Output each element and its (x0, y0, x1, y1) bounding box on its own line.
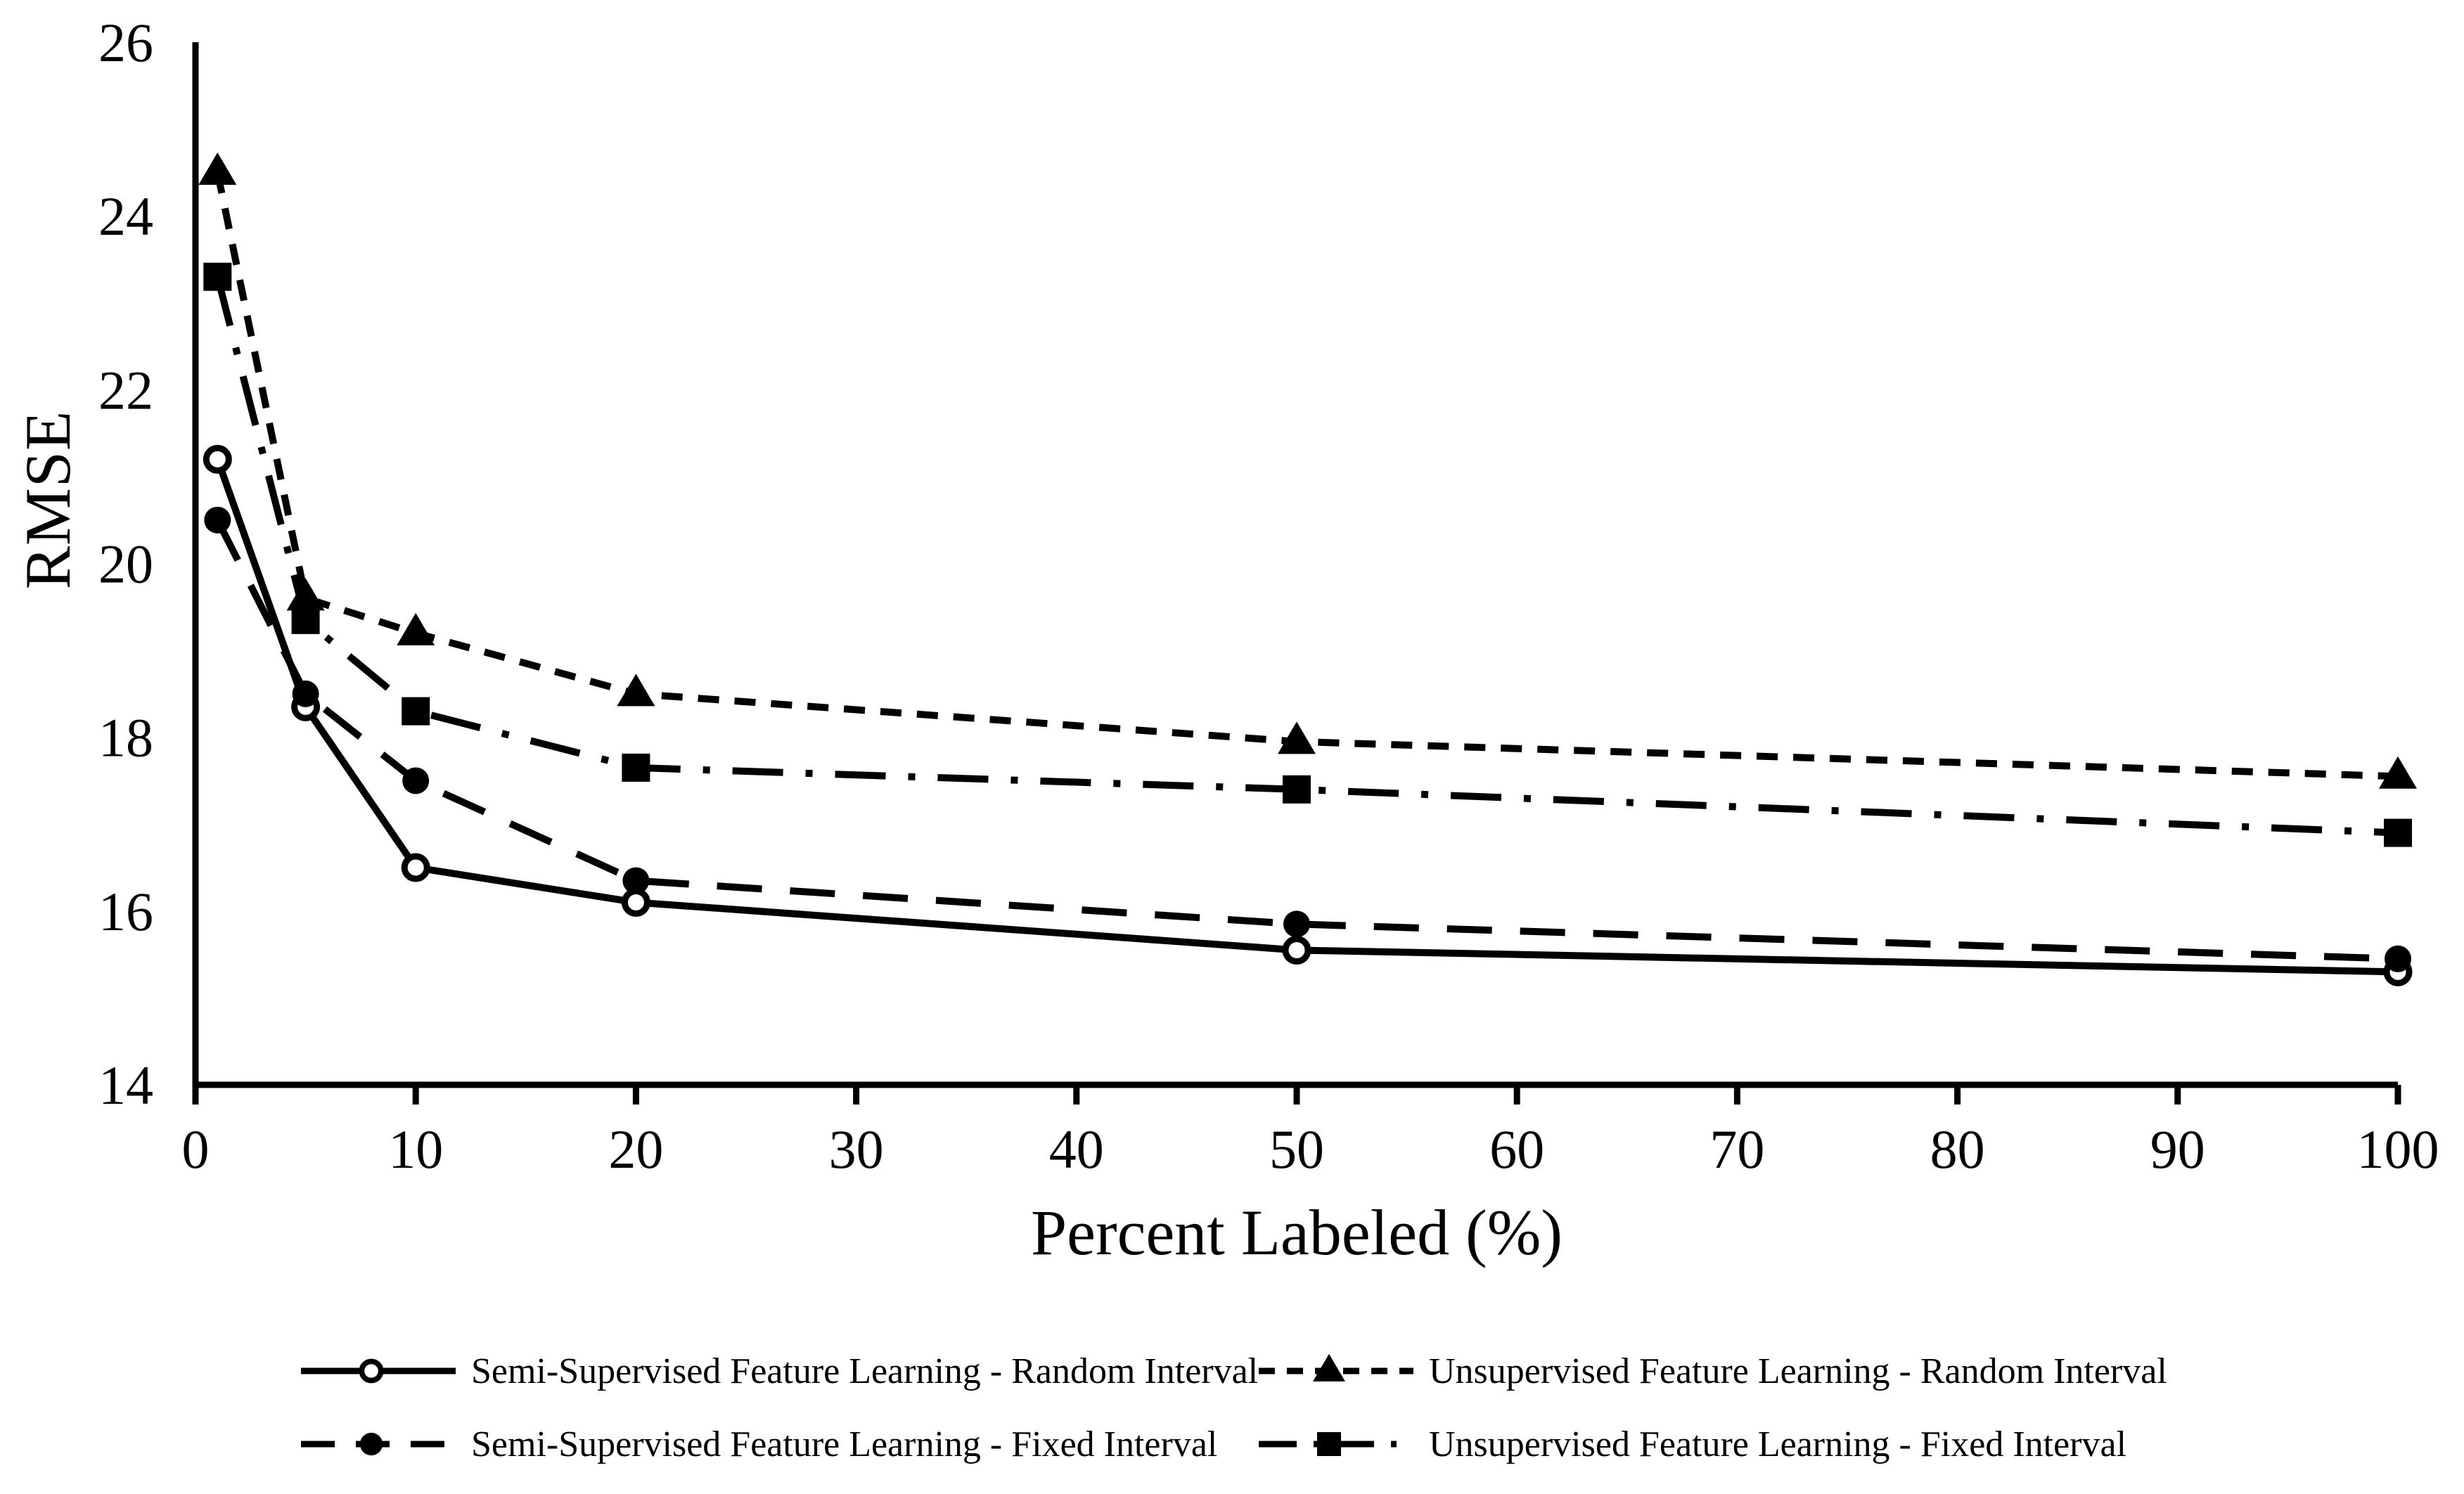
y-axis-title: RMSE (12, 410, 84, 590)
svg-text:100: 100 (2357, 1119, 2439, 1180)
svg-text:18: 18 (98, 707, 153, 768)
svg-text:0: 0 (182, 1119, 210, 1180)
svg-text:90: 90 (2150, 1119, 2205, 1180)
svg-text:20: 20 (608, 1119, 663, 1180)
svg-text:80: 80 (1930, 1119, 1985, 1180)
legend-key-semi-supervised-random (301, 1358, 456, 1384)
svg-text:60: 60 (1489, 1119, 1544, 1180)
legend-item-semi-supervised-random: Semi-Supervised Feature Learning - Rando… (301, 1348, 1258, 1393)
legend-label: Unsupervised Feature Learning - Random I… (1429, 1351, 2167, 1391)
legend-label: Unsupervised Feature Learning - Fixed In… (1429, 1424, 2127, 1464)
legend-item-semi-supervised-fixed: Semi-Supervised Feature Learning - Fixed… (301, 1422, 1217, 1467)
svg-text:14: 14 (98, 1055, 153, 1116)
legend-label: Semi-Supervised Feature Learning - Rando… (471, 1351, 1259, 1391)
legend-key-unsupervised-fixed (1259, 1432, 1413, 1456)
legend-item-unsupervised-fixed: Unsupervised Feature Learning - Fixed In… (1259, 1422, 2126, 1467)
svg-text:16: 16 (98, 881, 153, 942)
svg-text:24: 24 (98, 186, 153, 247)
legend-key-semi-supervised-fixed (301, 1432, 456, 1456)
svg-text:70: 70 (1709, 1119, 1764, 1180)
legend-label: Semi-Supervised Feature Learning - Fixed… (471, 1424, 1218, 1464)
svg-text:22: 22 (98, 359, 153, 420)
svg-text:40: 40 (1049, 1119, 1104, 1180)
svg-text:20: 20 (98, 534, 153, 595)
x-axis-title: Percent Labeled (%) (1030, 1197, 1563, 1268)
legend-key-unsupervised-random (1259, 1353, 1413, 1382)
svg-text:30: 30 (829, 1119, 884, 1180)
svg-text:50: 50 (1269, 1119, 1324, 1180)
svg-text:26: 26 (98, 12, 153, 73)
svg-text:10: 10 (388, 1119, 443, 1180)
plot-area: 0 10 20 30 40 50 60 70 80 90 100 14 16 18 20 22 24 26 (98, 12, 2439, 1180)
legend-item-unsupervised-random: Unsupervised Feature Learning - Random I… (1259, 1348, 2167, 1393)
